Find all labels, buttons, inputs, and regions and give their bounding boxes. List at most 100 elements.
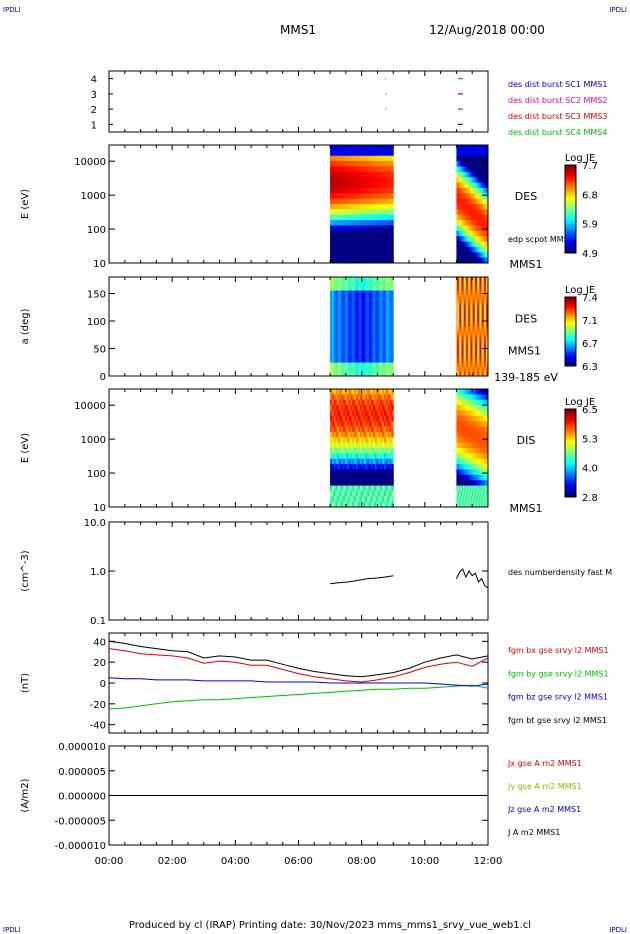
heatmap-cell [370,290,374,296]
heatmap-cell [472,353,474,359]
heatmap-cell [391,150,394,157]
colorbar-tick-label: 7.7 [582,161,598,172]
heatmap-cell [387,389,391,395]
heatmap-cell [369,155,372,162]
heatmap-cell [382,198,385,205]
heatmap-cell [467,362,469,368]
heatmap-cell [389,415,392,422]
heatmap-cell [459,367,461,372]
heatmap-cell [480,453,482,460]
heatmap-cell [359,257,363,264]
heatmap-cell [465,448,468,454]
heatmap-cell [456,362,458,368]
heatmap-cell [474,389,477,395]
heatmap-cell [462,299,465,305]
heatmap-cell [354,389,357,395]
heatmap-cell [363,313,366,318]
heatmap-cell [461,371,464,377]
heatmap-cell [354,485,357,492]
heatmap-cell [472,182,474,189]
heatmap-cell [350,389,353,395]
heatmap-cell [337,426,340,433]
heatmap-cell [380,177,383,184]
heatmap-cell [354,421,357,428]
heatmap-cell [361,394,365,401]
heatmap-cell [456,340,458,345]
heatmap-cell [380,415,383,422]
heatmap-cell [378,442,381,449]
heatmap-cell [461,252,464,259]
heatmap-cell [460,326,462,332]
heatmap-cell [385,177,389,184]
colorbar-cell [565,348,576,351]
heatmap-cell [458,490,460,497]
heatmap-cell [374,496,378,503]
heatmap-cell [477,308,480,314]
heatmap-cell [356,204,359,210]
heatmap-cell [378,236,381,243]
heatmap-cell [343,230,346,237]
heatmap-cell [470,399,472,406]
colorbar-cell [565,233,576,236]
heatmap-cell [387,204,391,210]
heatmap-cell [385,437,389,444]
heatmap-cell [460,501,462,508]
heatmap-cell [474,442,476,449]
heatmap-cell [474,349,477,354]
heatmap-cell [333,299,337,305]
heatmap-cell [462,358,465,363]
heatmap-cell [482,399,484,406]
heatmap-cell [483,182,485,189]
heatmap-cell [474,344,477,350]
heatmap-cell [464,426,467,433]
heatmap-cell [357,415,361,422]
heatmap-cell [474,458,477,465]
heatmap-cell [473,209,475,216]
heatmap-cell [476,490,479,497]
heatmap-cell [378,241,381,248]
heatmap-cell [341,464,344,470]
heatmap-cell [477,496,480,503]
heatmap-cell [479,485,482,492]
heatmap-cell [473,313,475,318]
heatmap-cell [473,290,475,296]
colorbar-cell [565,195,576,199]
heatmap-cell [359,161,363,167]
heatmap-cell [354,458,357,465]
heatmap-cell [374,367,378,372]
heatmap-cell [361,155,365,162]
heatmap-cell [475,362,478,368]
heatmap-cell [372,246,376,253]
heatmap-cell [460,220,462,226]
heatmap-cell [343,335,346,341]
heatmap-cell [464,290,467,296]
heatmap-cell [477,448,480,454]
heatmap-cell [472,313,474,318]
heatmap-cell [460,171,462,178]
heatmap-cell [456,480,458,487]
heatmap-cell [461,317,464,323]
heatmap-cell [469,286,471,291]
heatmap-cell [369,241,372,248]
heatmap-cell [376,155,379,162]
colorbar-cell [565,486,576,489]
heatmap-cell [456,453,458,460]
heatmap-cell [389,458,392,465]
heatmap-cell [462,421,465,428]
heatmap-cell [460,399,462,406]
heatmap-cell [350,367,353,372]
heatmap-cell [484,246,486,253]
heatmap-cell [477,426,480,433]
heatmap-cell [473,389,475,395]
heatmap-cell [471,187,473,194]
heatmap-cell [341,193,344,200]
heatmap-cell [456,353,458,359]
heatmap-cell [474,426,477,433]
heatmap-cell [471,295,473,300]
heatmap-cell [480,469,482,476]
heatmap-cell [391,458,394,465]
colorbar-cell [565,321,576,324]
heatmap-cell [333,358,337,363]
heatmap-cell [474,437,476,444]
heatmap-cell [370,405,374,411]
